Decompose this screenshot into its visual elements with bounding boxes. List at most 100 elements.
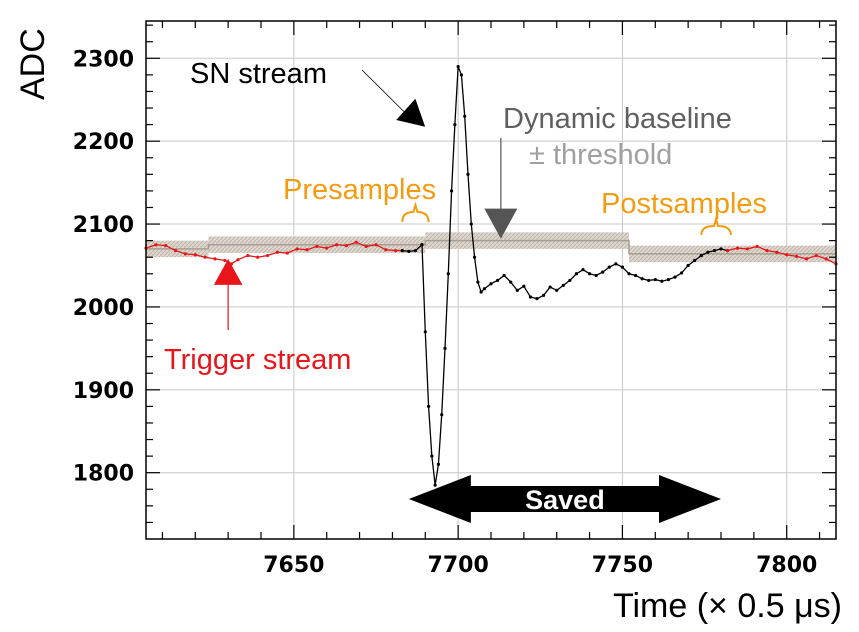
data-point [407, 249, 411, 254]
data-point [436, 462, 441, 467]
data-point [305, 248, 309, 252]
sn-stream-label: SN stream [190, 58, 327, 90]
data-point [183, 252, 188, 256]
data-point [755, 244, 759, 249]
data-point [193, 253, 197, 257]
data-point [528, 295, 533, 299]
data-point [666, 277, 671, 282]
data-point [647, 278, 651, 283]
presamples-label: Presamples [283, 174, 436, 206]
data-point [548, 285, 552, 289]
data-point [443, 346, 447, 350]
data-point [315, 244, 319, 249]
data-point [472, 255, 477, 259]
data-point [334, 243, 339, 247]
saved-label: Saved [525, 485, 605, 515]
sn-stream-arrow-line [361, 69, 412, 120]
data-point [614, 262, 618, 266]
postsamples-brace [700, 215, 732, 236]
data-point [285, 251, 289, 255]
data-point [446, 272, 450, 276]
data-point [541, 293, 546, 297]
data-point [456, 64, 460, 69]
data-point [213, 257, 217, 261]
data-point [555, 288, 559, 292]
data-point [495, 278, 500, 283]
baseline-arrowhead [484, 208, 518, 239]
data-series [144, 64, 838, 487]
data-point [325, 246, 329, 250]
data-point [568, 278, 572, 283]
data-point [515, 288, 519, 292]
data-point [440, 413, 444, 417]
postsamples-label: Postsamples [601, 188, 767, 220]
data-point [502, 273, 506, 278]
data-point [433, 483, 437, 487]
dynamic-baseline-line [146, 239, 836, 255]
series-line [402, 244, 423, 253]
data-point [223, 258, 227, 263]
data-point [449, 189, 454, 193]
x-axis-title: Time (× 0.5 μs) [613, 587, 842, 625]
saved-double-arrow [408, 475, 721, 523]
data-point [275, 250, 280, 254]
data-point [509, 280, 513, 284]
data-point [653, 277, 657, 282]
annotations: SN stream Dynamic baseline ± threshold Pres… [164, 58, 767, 523]
data-point [482, 287, 487, 291]
data-point [463, 114, 467, 118]
data-point [587, 272, 592, 276]
data-point [154, 243, 158, 247]
dynamic-baseline-label: Dynamic baseline [503, 103, 732, 135]
presamples-brace [401, 201, 430, 223]
trigger-arrowhead [213, 258, 243, 285]
data-point [765, 248, 769, 253]
data-point [364, 244, 368, 249]
data-point [627, 272, 631, 276]
series-line [727, 245, 837, 265]
data-point [466, 172, 470, 176]
data-point [725, 248, 730, 253]
data-point [479, 290, 483, 294]
y-tick-label: 2300 [73, 47, 134, 72]
y-tick-label: 1900 [73, 379, 134, 404]
baseline-path [146, 239, 836, 255]
data-point [173, 248, 178, 253]
data-point [430, 454, 434, 458]
data-point [673, 275, 677, 279]
y-tick-label: 2100 [73, 213, 134, 238]
data-point [256, 255, 260, 259]
y-tick-label: 2200 [73, 130, 134, 155]
data-point [594, 273, 598, 278]
data-point [601, 270, 605, 274]
data-point [679, 271, 684, 275]
data-point [164, 244, 168, 248]
data-point [374, 243, 378, 247]
data-point [824, 257, 828, 261]
x-tick-label: 7650 [263, 553, 324, 578]
data-point [735, 246, 740, 250]
y-axis-title: ADC [14, 28, 52, 100]
data-point [574, 272, 579, 276]
data-point [453, 123, 457, 127]
data-point [413, 248, 418, 253]
trigger-stream-label: Trigger stream [164, 344, 351, 376]
data-point [686, 263, 690, 268]
data-point [706, 250, 710, 254]
data-point [607, 265, 611, 269]
data-point [693, 258, 697, 263]
data-point [719, 247, 723, 251]
data-point [420, 243, 424, 247]
sn-stream-arrowhead [396, 98, 426, 127]
data-point [423, 330, 427, 334]
data-point [699, 253, 703, 258]
data-point [794, 254, 799, 258]
data-point [745, 247, 749, 251]
data-point [426, 404, 431, 408]
data-point [384, 248, 388, 252]
data-point [535, 297, 539, 301]
data-point [400, 248, 404, 253]
threshold-band [146, 232, 836, 263]
data-point [581, 268, 585, 272]
